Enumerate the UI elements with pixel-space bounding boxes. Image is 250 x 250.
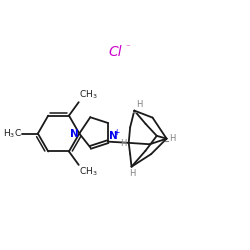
Text: N: N	[109, 131, 118, 141]
Text: H: H	[136, 100, 142, 109]
Text: H: H	[169, 134, 175, 143]
Text: N: N	[70, 128, 78, 138]
Text: H: H	[120, 139, 127, 148]
Text: H$_3$C: H$_3$C	[2, 127, 22, 140]
Text: H: H	[129, 169, 136, 178]
Text: CH$_3$: CH$_3$	[79, 89, 98, 102]
Text: Cl: Cl	[108, 45, 122, 59]
Text: ⁻: ⁻	[125, 44, 130, 53]
Text: CH$_3$: CH$_3$	[79, 166, 98, 178]
Text: +: +	[113, 128, 120, 137]
